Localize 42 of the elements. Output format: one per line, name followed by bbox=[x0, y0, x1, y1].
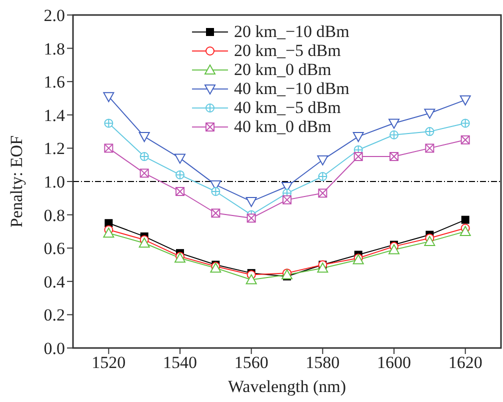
y-tick-label: 0.0 bbox=[44, 339, 65, 358]
point bbox=[388, 244, 400, 254]
y-tick-label: 0.2 bbox=[44, 306, 65, 325]
x-tick-label: 1540 bbox=[163, 353, 197, 372]
y-tick-label: 0.4 bbox=[44, 272, 66, 292]
point bbox=[460, 226, 471, 236]
point bbox=[424, 108, 436, 119]
point bbox=[461, 216, 470, 224]
point bbox=[317, 262, 328, 273]
point bbox=[460, 95, 471, 106]
y-tick-label: 1.6 bbox=[44, 72, 65, 92]
legend-label: 20 km_−10 dBm bbox=[234, 22, 350, 41]
point bbox=[138, 132, 150, 142]
y-tick-label: 1.2 bbox=[44, 139, 65, 158]
x-tick-label: 1580 bbox=[306, 353, 340, 372]
y-tick-label: 1.0 bbox=[44, 172, 65, 192]
y-tick-label: 1.4 bbox=[44, 106, 66, 125]
legend-label: 40 km_−5 dBm bbox=[234, 98, 341, 117]
point bbox=[138, 238, 150, 248]
legend-label: 40 km_0 dBm bbox=[234, 117, 332, 136]
legend-label: 20 km_0 dBm bbox=[234, 60, 332, 79]
x-tick-label: 1560 bbox=[234, 353, 268, 372]
point bbox=[424, 236, 436, 246]
legend-label: 20 km_−5 dBm bbox=[234, 41, 341, 60]
point bbox=[103, 228, 114, 238]
x-tick-label: 1620 bbox=[448, 353, 482, 372]
point bbox=[246, 274, 257, 284]
x-tick-label: 1520 bbox=[92, 353, 126, 372]
legend-label: 40 km_−10 dBm bbox=[234, 79, 350, 98]
x-axis-title: Wavelength (nm) bbox=[228, 377, 346, 396]
point bbox=[317, 155, 328, 166]
point bbox=[352, 132, 364, 142]
y-tick-label: 0.6 bbox=[44, 239, 65, 258]
y-tick-label: 2.0 bbox=[44, 6, 65, 26]
y-axis-title: Penalty: EOF bbox=[7, 135, 26, 228]
point bbox=[388, 118, 400, 129]
x-tick-label: 1600 bbox=[377, 353, 411, 372]
y-tick-label: 1.8 bbox=[44, 39, 65, 58]
y-tick-label: 0.8 bbox=[44, 206, 65, 225]
point bbox=[103, 92, 114, 102]
point bbox=[174, 154, 186, 164]
point bbox=[246, 196, 257, 207]
